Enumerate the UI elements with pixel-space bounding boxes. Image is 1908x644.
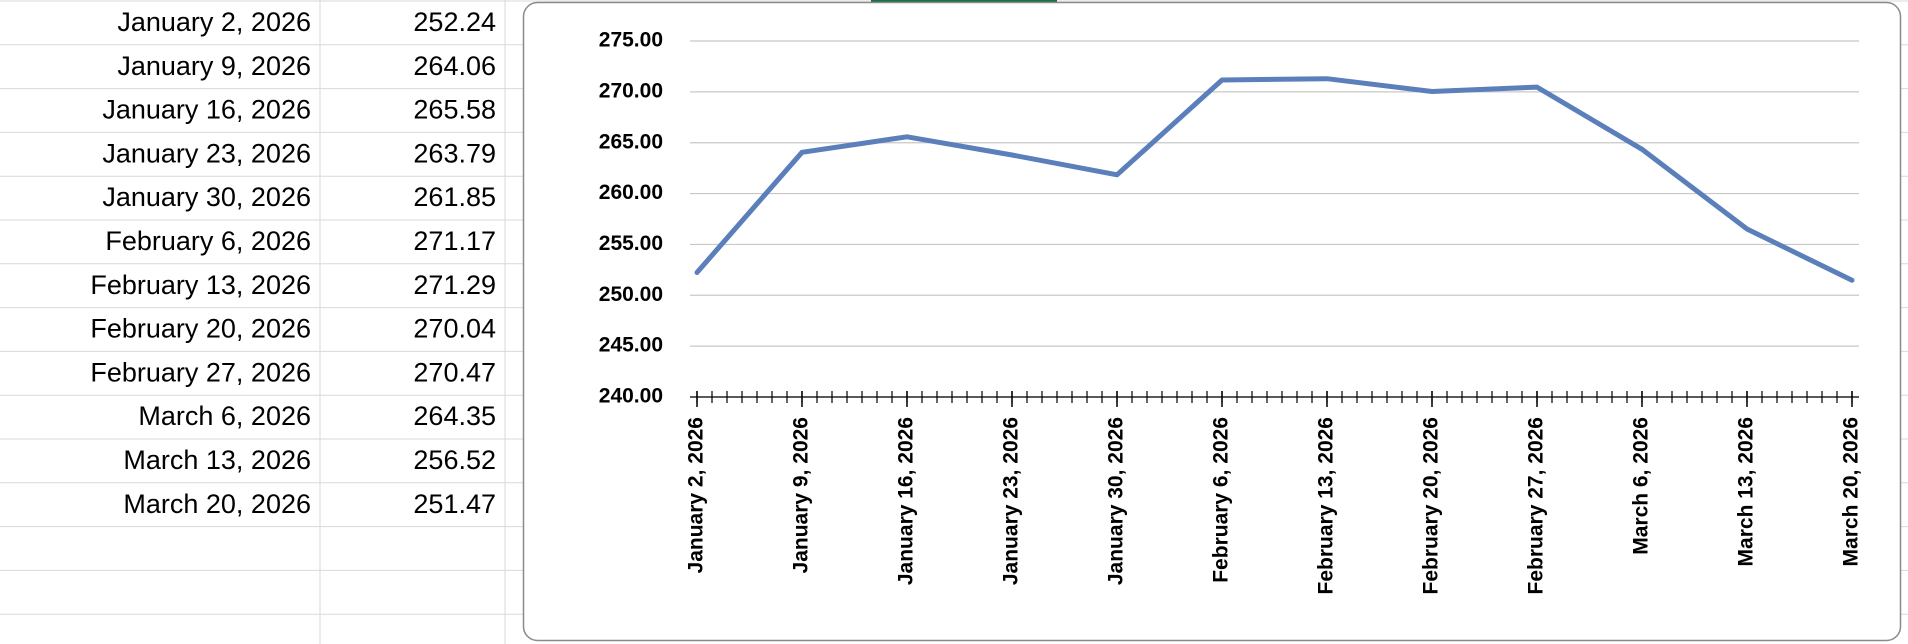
x-tick-label: January 23, 2026 — [1000, 417, 1023, 585]
date-cell: February 13, 2026 — [90, 270, 311, 300]
x-tick-label: February 6, 2026 — [1210, 417, 1233, 583]
date-cell: February 20, 2026 — [90, 314, 311, 344]
date-cell: February 27, 2026 — [90, 357, 311, 387]
y-tick-label: 265.00 — [599, 130, 663, 153]
date-cell: January 2, 2026 — [117, 7, 311, 37]
chart-area[interactable] — [522, 1, 1902, 642]
date-cell: January 30, 2026 — [102, 182, 311, 212]
value-cell: 263.79 — [413, 138, 496, 168]
x-tick-label: January 2, 2026 — [685, 417, 708, 573]
value-cell: 261.85 — [413, 182, 496, 212]
value-cell: 271.29 — [413, 270, 496, 300]
x-tick-label: March 20, 2026 — [1840, 417, 1863, 566]
x-tick-label: March 13, 2026 — [1735, 417, 1758, 566]
date-cell: January 23, 2026 — [102, 138, 311, 168]
x-tick-label: February 13, 2026 — [1315, 417, 1338, 594]
date-cell: January 9, 2026 — [117, 51, 311, 81]
y-tick-label: 255.00 — [599, 232, 663, 255]
x-tick-label: February 27, 2026 — [1525, 417, 1548, 594]
value-cell: 270.47 — [413, 357, 496, 387]
y-tick-label: 245.00 — [599, 334, 663, 357]
value-cell: 252.24 — [413, 7, 496, 37]
data-line — [694, 76, 1855, 283]
date-cell: March 6, 2026 — [138, 401, 311, 431]
x-tick-label: January 30, 2026 — [1105, 417, 1128, 585]
x-tick-label: February 20, 2026 — [1420, 417, 1443, 594]
y-tick-label: 250.00 — [599, 283, 663, 306]
date-cell: March 20, 2026 — [123, 489, 311, 519]
y-tick-label: 270.00 — [599, 79, 663, 102]
date-cell: January 16, 2026 — [102, 95, 311, 125]
date-cell: March 13, 2026 — [123, 445, 311, 475]
y-tick-label: 275.00 — [599, 29, 663, 52]
x-tick-label: March 6, 2026 — [1630, 417, 1653, 555]
value-cell: 264.06 — [413, 51, 496, 81]
date-cell: February 6, 2026 — [105, 226, 311, 256]
x-tick-label: January 16, 2026 — [895, 417, 918, 585]
x-tick-label: January 9, 2026 — [790, 417, 813, 573]
y-tick-label: 260.00 — [599, 181, 663, 204]
value-cell: 256.52 — [413, 445, 496, 475]
value-cell: 264.35 — [413, 401, 496, 431]
value-cell: 265.58 — [413, 95, 496, 125]
chart: 240.00 245.00 250.00 255.00 260.00 265.00 270.… — [599, 29, 1863, 595]
y-tick-label: 240.00 — [599, 385, 663, 408]
value-cell: 251.47 — [413, 489, 496, 519]
value-cell: 270.04 — [413, 314, 496, 344]
value-cell: 271.17 — [413, 226, 496, 256]
selection-indicator — [871, 0, 1057, 3]
